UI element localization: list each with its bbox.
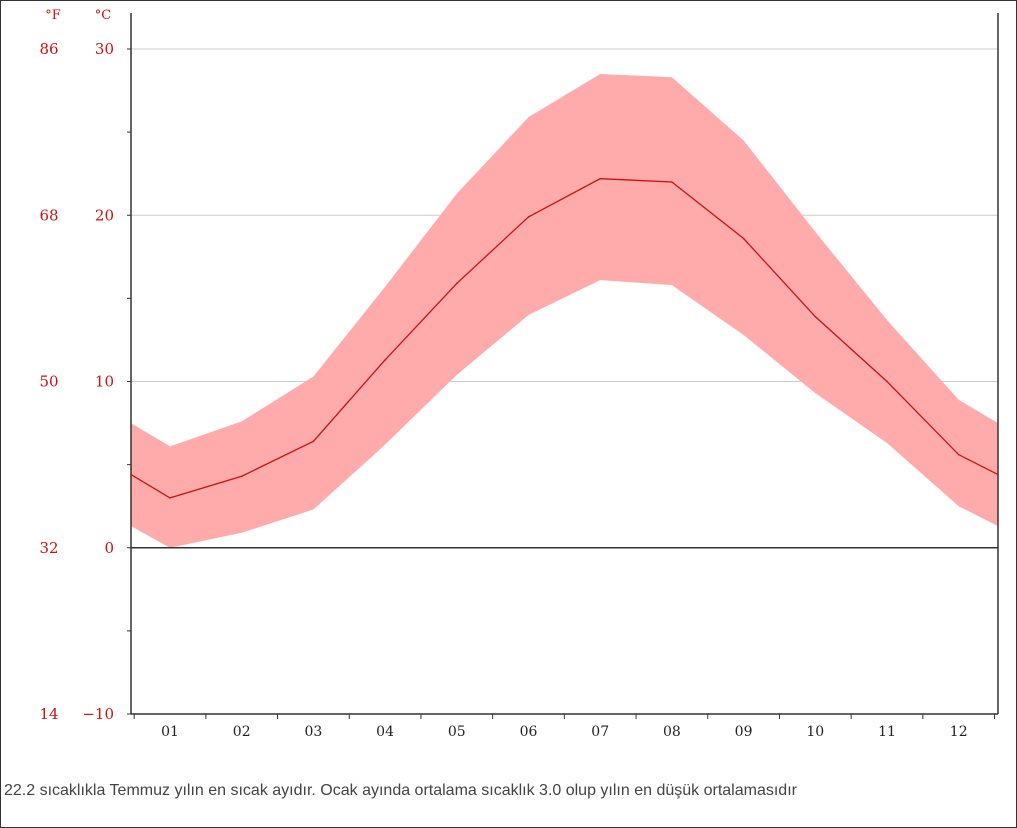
x-tick-label-11: 11 [878, 724, 896, 740]
y-tick-label-fahrenheit: 68 [39, 206, 58, 224]
mean-temperature-line-group [130, 177, 999, 499]
unit-label-celsius: °C [95, 8, 112, 23]
mean-point-08 [671, 181, 673, 183]
mean-point-07 [599, 177, 601, 180]
mean-point-04 [384, 359, 386, 361]
y-tick-label-fahrenheit: 32 [39, 539, 58, 557]
x-tick-label-10: 10 [806, 724, 824, 740]
x-tick-label-05: 05 [448, 724, 466, 740]
temperature-range-band [131, 73, 998, 548]
mean-point-12 [957, 453, 960, 456]
x-tick-label-01: 01 [161, 724, 179, 740]
temperature-range-band-group [131, 73, 998, 548]
unit-label-fahrenheit: °F [45, 8, 61, 23]
y-tick-label-celsius: 20 [95, 206, 114, 224]
x-tick-label-02: 02 [233, 724, 251, 740]
chart-caption: 22.2 sıcaklıkla Temmuz yılın en sıcak ay… [4, 782, 797, 799]
mean-point-06 [527, 216, 530, 218]
x-tick-label-03: 03 [304, 724, 322, 740]
x-tick-label-09: 09 [735, 724, 753, 740]
temperature-chart: °F °C 30 86 20 68 10 50 0 32 −10 14 01 02 03 04 05 06 07 08… [39, 8, 999, 740]
y-tick-label-fahrenheit: 50 [39, 373, 58, 391]
x-tick-label-12: 12 [950, 724, 968, 740]
mean-point-09 [742, 237, 745, 240]
y-tick-label-fahrenheit: 86 [39, 40, 58, 58]
mean-temperature-line [130, 178, 999, 499]
mean-point-02 [240, 475, 243, 478]
y-tick-label-celsius: 10 [95, 373, 114, 391]
mean-point-01 [169, 497, 171, 499]
y-tick-label-fahrenheit: 14 [39, 705, 58, 723]
y-tick-label-celsius: 30 [95, 40, 114, 58]
mean-point-10 [814, 315, 817, 318]
y-tick-label-celsius: 0 [104, 539, 114, 557]
x-tick-label-06: 06 [520, 724, 538, 740]
tick-labels: °F °C 30 86 20 68 10 50 0 32 −10 14 01 02 03 04 05 06 07 08… [39, 8, 967, 740]
mean-point-05 [456, 282, 458, 285]
y-tick-label-celsius: −10 [82, 705, 114, 723]
x-tick-label-04: 04 [376, 724, 394, 740]
mean-point-03 [312, 440, 315, 443]
x-tick-label-08: 08 [663, 724, 681, 740]
axes [127, 13, 999, 719]
x-tick-label-07: 07 [591, 724, 609, 740]
mean-point-11 [886, 380, 888, 383]
